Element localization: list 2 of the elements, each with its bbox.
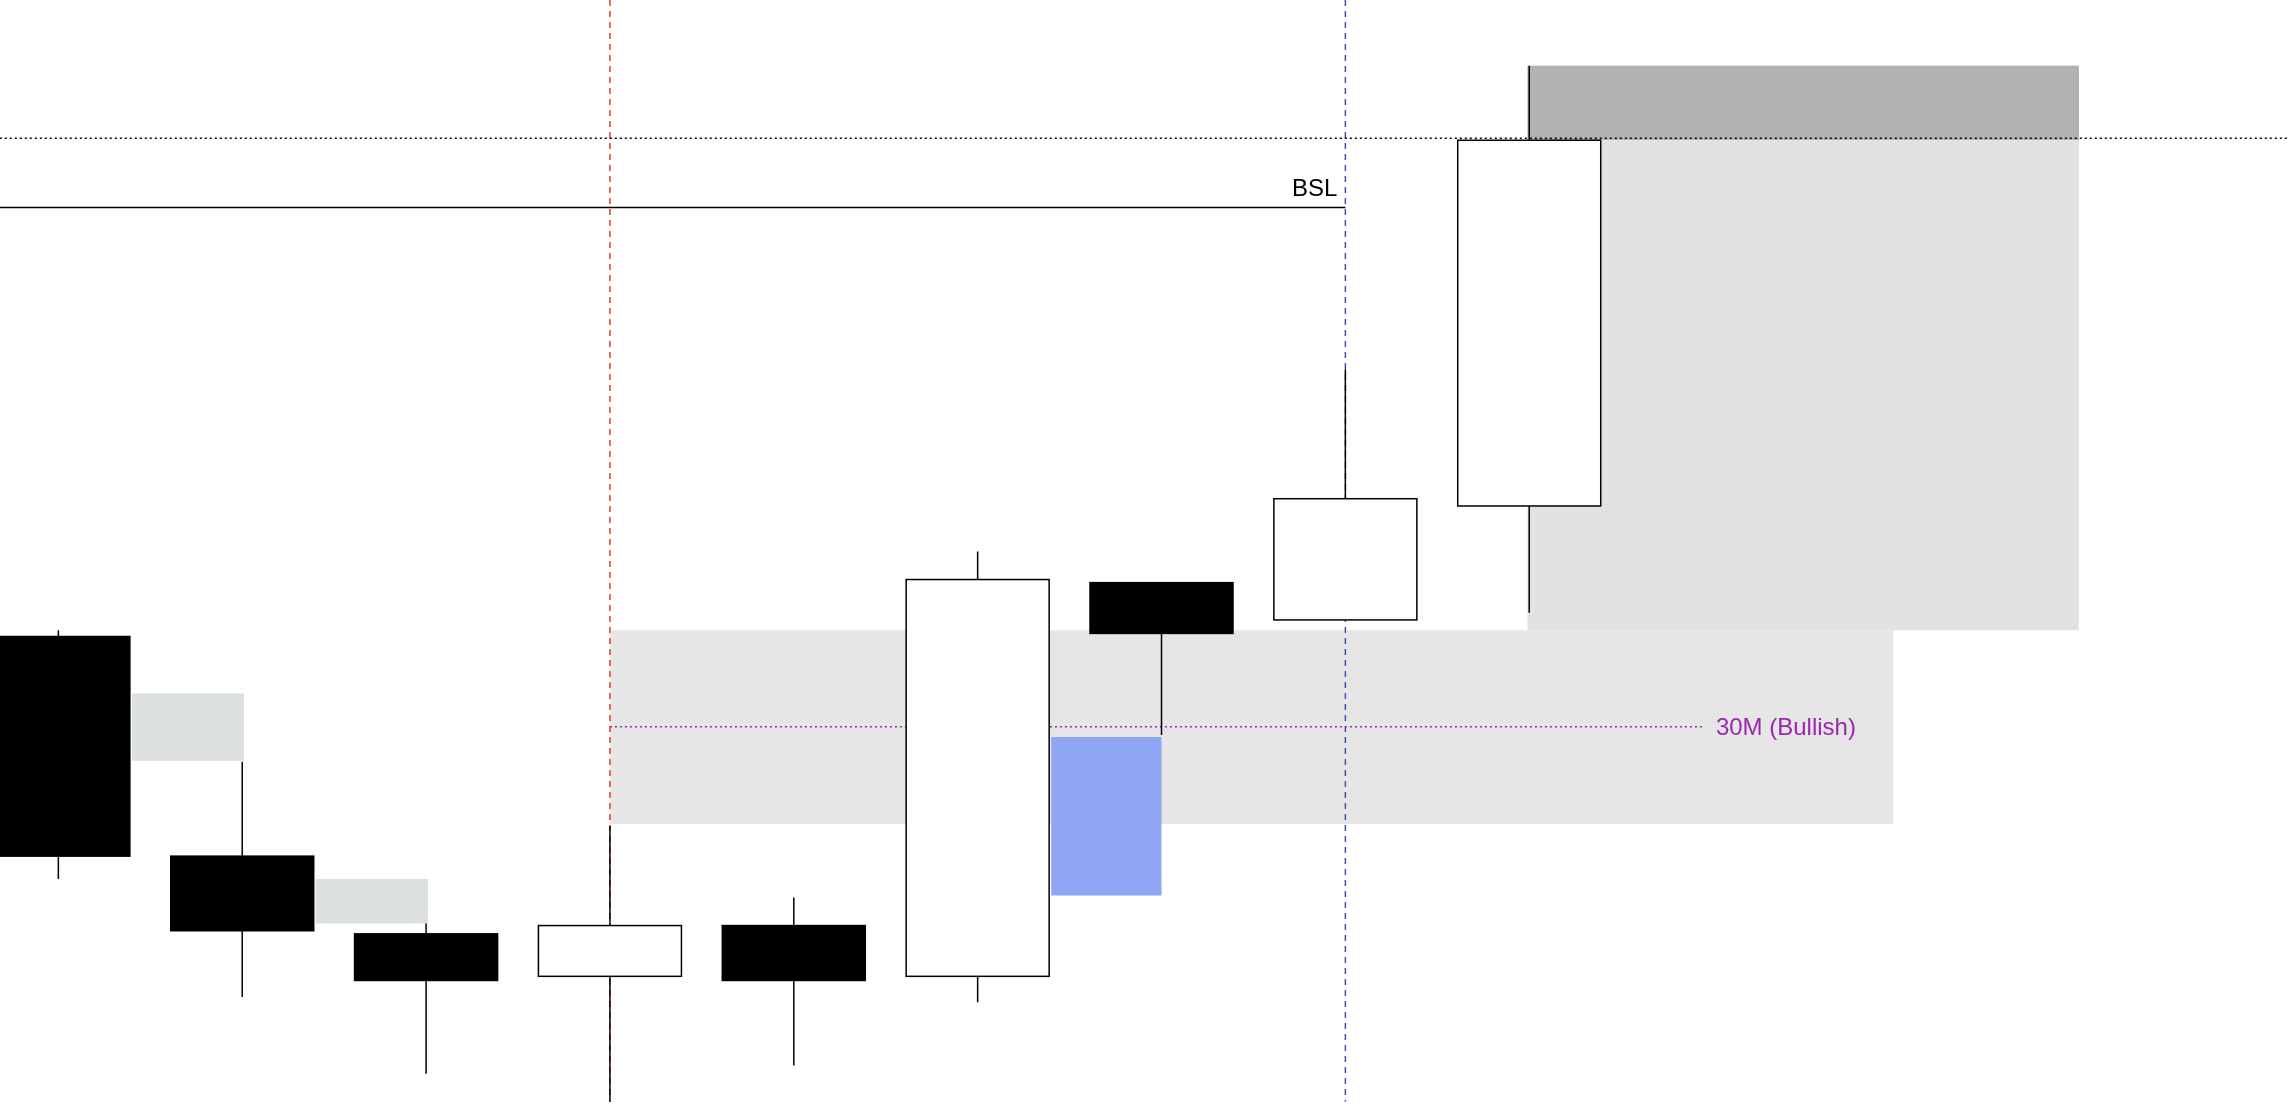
ref-line-label: 30M (Bullish) — [1715, 713, 1856, 741]
ref-line-label: BSL — [1291, 173, 1338, 201]
